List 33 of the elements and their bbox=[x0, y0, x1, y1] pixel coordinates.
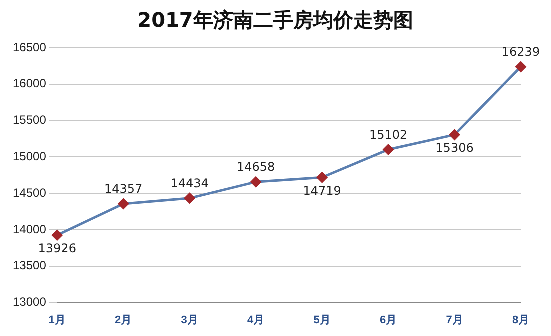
x-tick-label: 6月 bbox=[380, 314, 398, 326]
chart-title: 2017年济南二手房均价走势图 bbox=[136, 7, 414, 34]
y-tick-label: 15500 bbox=[12, 113, 47, 128]
point bbox=[184, 193, 196, 204]
y-tick-label: 16500 bbox=[12, 40, 47, 54]
data-label: 14434 bbox=[170, 176, 209, 191]
x-tick-label: 7月 bbox=[446, 314, 464, 326]
point bbox=[383, 144, 394, 156]
point bbox=[118, 198, 129, 210]
data-label: 15306 bbox=[436, 141, 474, 156]
point bbox=[516, 62, 526, 72]
point bbox=[317, 172, 328, 183]
x-tick-label: 1月 bbox=[48, 314, 66, 326]
data-label: 14719 bbox=[303, 184, 342, 198]
y-tick-label: 16000 bbox=[12, 76, 47, 91]
point bbox=[52, 230, 63, 241]
data-label: 16239 bbox=[502, 45, 540, 60]
y-tick-label: 14500 bbox=[12, 186, 47, 200]
point bbox=[250, 176, 262, 188]
x-tick-label: 5月 bbox=[314, 314, 331, 326]
x-tick-label: 8月 bbox=[512, 314, 530, 326]
y-tick-label: 15000 bbox=[12, 150, 47, 164]
point bbox=[450, 130, 460, 140]
y-tick-label: 13000 bbox=[12, 295, 47, 310]
data-label: 14658 bbox=[236, 160, 276, 174]
data-label: 14357 bbox=[104, 182, 143, 196]
x-tick-label: 2月 bbox=[115, 314, 132, 326]
data-label: 15102 bbox=[369, 128, 408, 142]
x-tick-label: 4月 bbox=[248, 314, 265, 326]
y-tick-label: 13500 bbox=[12, 258, 47, 273]
data-label: 13926 bbox=[38, 242, 76, 256]
y-tick-label: 14000 bbox=[12, 222, 47, 236]
x-tick-label: 3月 bbox=[181, 314, 198, 326]
